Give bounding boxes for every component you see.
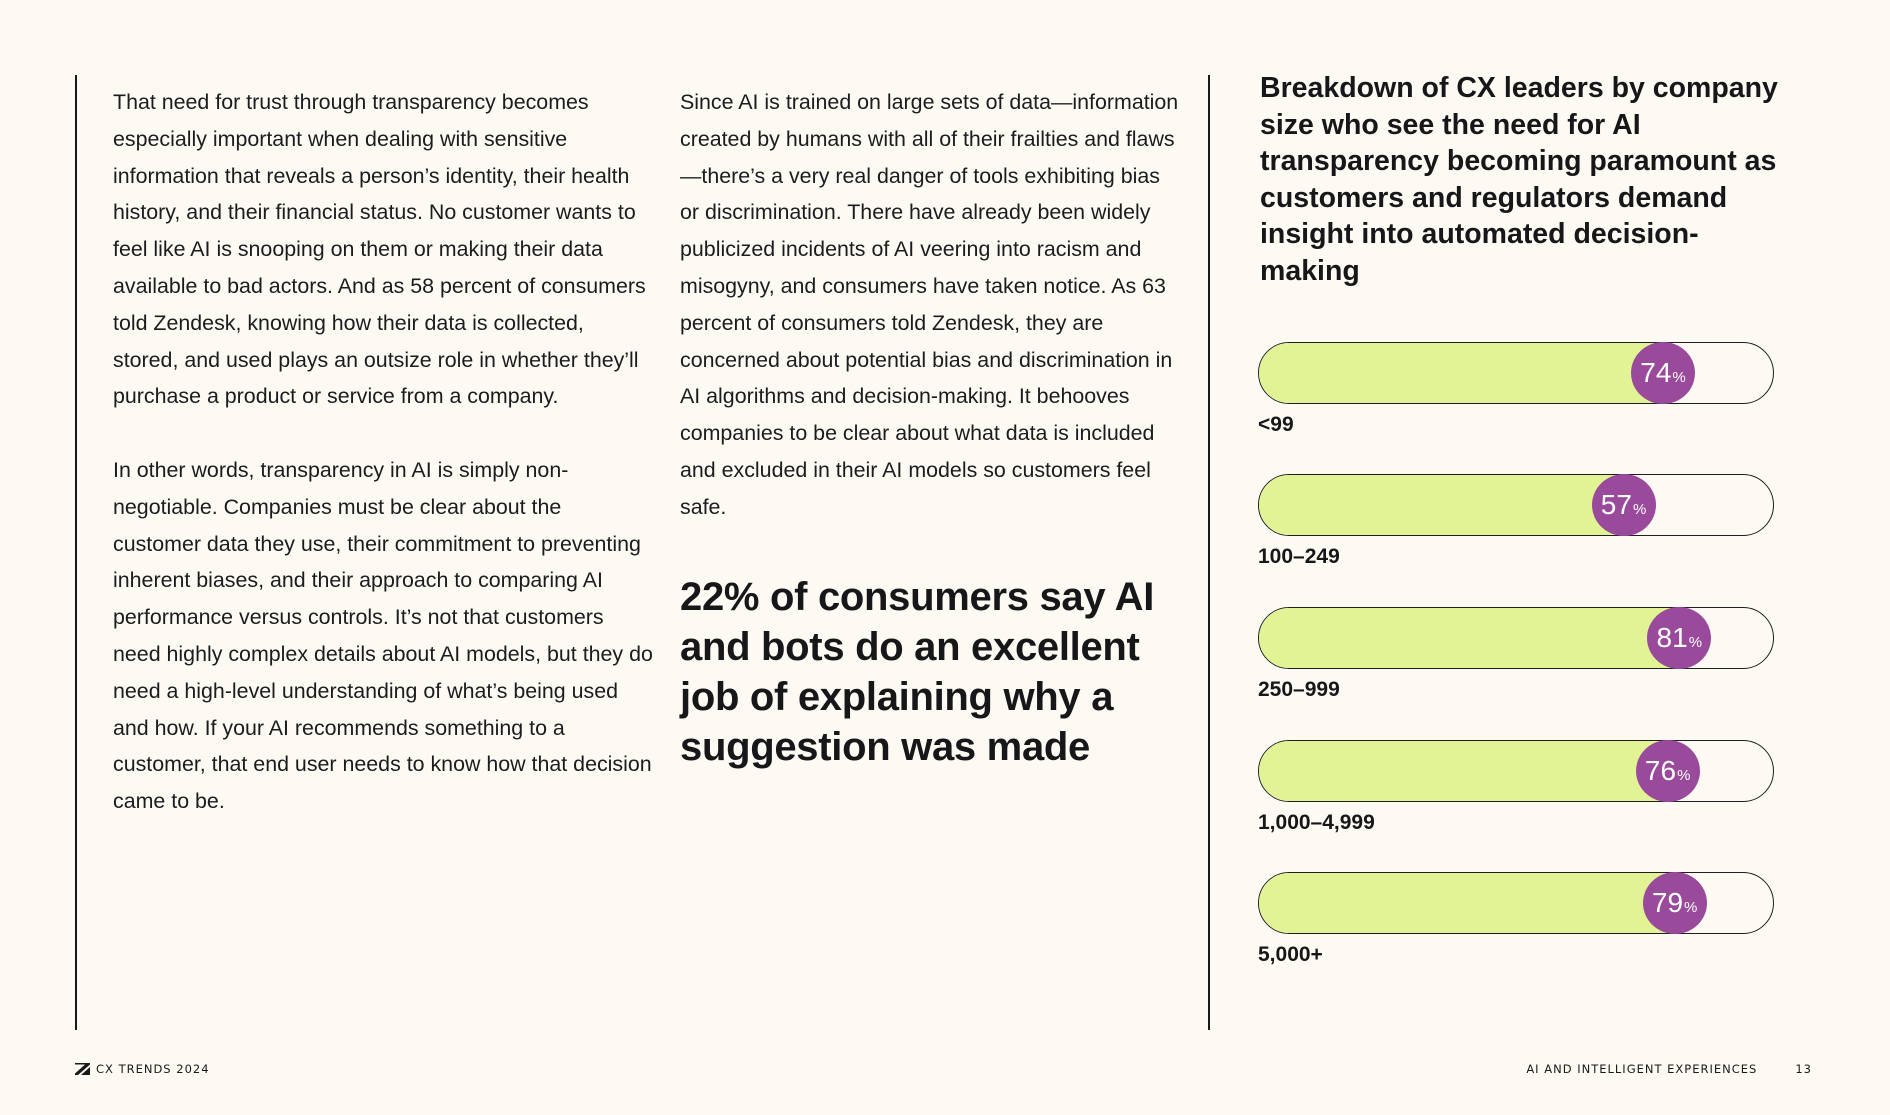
footer-section: AI AND INTELLIGENT EXPERIENCES 13 (1526, 1062, 1812, 1076)
value-bubble: 57% (1591, 473, 1656, 536)
value-bubble: 76% (1635, 739, 1700, 802)
bar-row: 81% 250–999 (1258, 606, 1774, 702)
unit-label: % (1688, 634, 1703, 651)
pull-quote: 22% of consumers say AI and bots do an e… (680, 574, 1155, 769)
bar-track: 74% (1258, 341, 1774, 404)
value-bubble: 74% (1631, 341, 1696, 404)
unit-label: % (1632, 501, 1647, 518)
data-label: 57 (1600, 488, 1632, 520)
footer-title: CX TRENDS 2024 (96, 1062, 210, 1076)
footer-brand: CX TRENDS 2024 (75, 1062, 210, 1076)
paragraph: In other words, transparency in AI is si… (113, 457, 653, 814)
bar-track: 79% (1258, 871, 1774, 934)
data-label: 76 (1644, 754, 1677, 786)
data-label: 74 (1640, 356, 1672, 388)
bar-track: 76% (1258, 739, 1774, 802)
data-label: 81 (1656, 621, 1688, 653)
middle-divider (1208, 75, 1210, 1030)
value-bubble: 81% (1647, 606, 1712, 669)
unit-label: % (1672, 369, 1686, 386)
section-name: AI AND INTELLIGENT EXPERIENCES (1526, 1062, 1758, 1076)
bar-row: 79% 5,000+ (1258, 871, 1774, 967)
paragraph: That need for trust through transparency… (113, 90, 646, 409)
bar-track: 81% (1258, 606, 1774, 669)
category-label: <99 (1258, 413, 1294, 436)
bar-fill (1259, 343, 1664, 403)
category-label: 100–249 (1258, 545, 1340, 568)
text-column-1: That need for trust through transparency… (113, 84, 653, 820)
page-number: 13 (1795, 1062, 1812, 1076)
bar-row: 76% 1,000–4,999 (1258, 739, 1774, 835)
bar-row: 57% 100–249 (1258, 473, 1774, 569)
bar-fill (1259, 475, 1624, 535)
chart-title: Breakdown of CX leaders by company size … (1260, 72, 1778, 287)
category-label: 250–999 (1258, 678, 1340, 701)
value-bubble: 79% (1642, 871, 1707, 934)
left-divider (75, 75, 77, 1030)
category-label: 5,000+ (1258, 943, 1323, 966)
zendesk-logo-icon (75, 1063, 90, 1075)
bar-fill (1259, 741, 1668, 801)
unit-label: % (1677, 767, 1691, 784)
bar-track: 57% (1258, 473, 1774, 536)
paragraph: Since AI is trained on large sets of dat… (680, 90, 1179, 519)
bar-fill (1259, 608, 1680, 668)
text-column-2: Since AI is trained on large sets of dat… (680, 84, 1180, 772)
bar-fill (1259, 873, 1675, 933)
unit-label: % (1684, 899, 1698, 916)
bar-row: 74% <99 (1258, 341, 1774, 437)
data-label: 79 (1651, 886, 1684, 918)
category-label: 1,000–4,999 (1258, 811, 1375, 834)
